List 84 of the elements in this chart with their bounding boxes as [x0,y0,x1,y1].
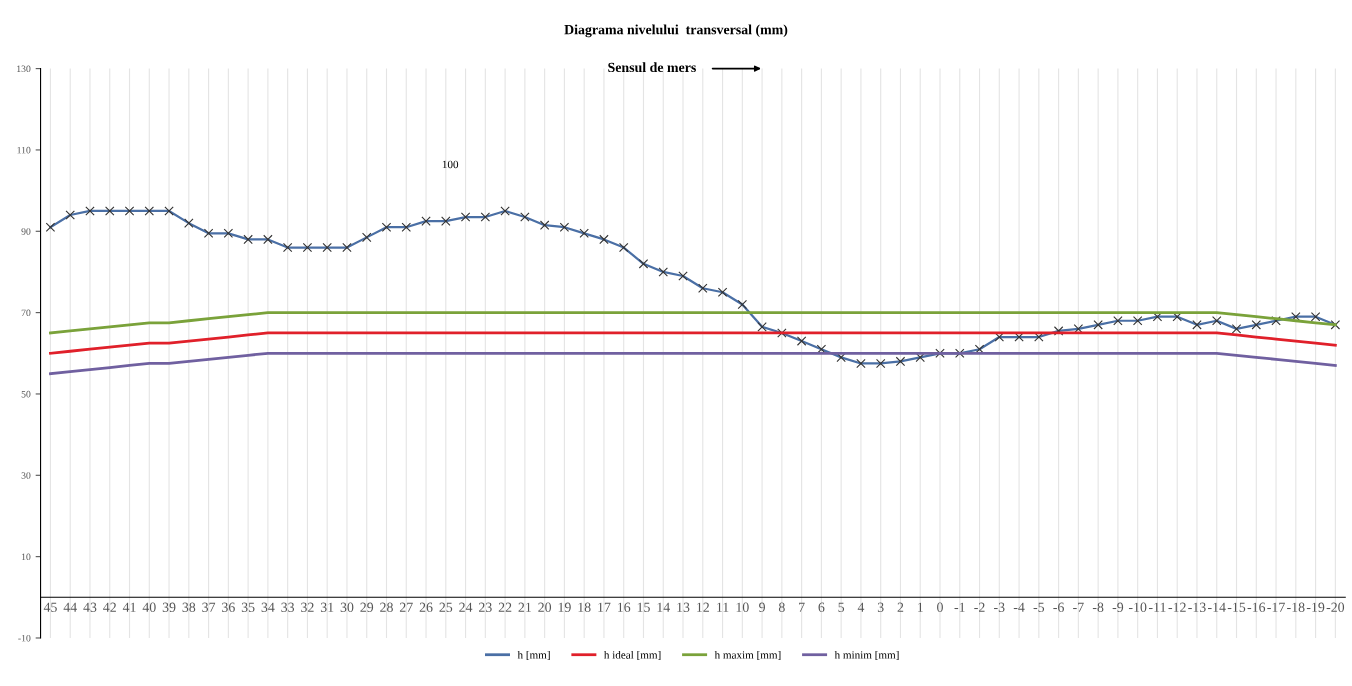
x-tick-label: 37 [202,602,216,612]
y-tick-label: 70 [21,309,31,317]
x-tick-label: -14 [1208,602,1226,612]
x-tick-label: 28 [380,602,393,612]
x-tick-label: 44 [63,602,77,612]
x-tick-label: -19 [1306,602,1325,612]
y-tick-label: 90 [21,228,31,235]
y-tick-label: 30 [21,472,31,479]
x-tick-label: 12 [697,602,709,612]
legend-label: h ideal [mm] [603,650,661,661]
x-tick-label: 16 [617,602,631,612]
x-tick-label: 8 [778,602,785,612]
x-tick-label: 34 [261,602,275,612]
line-series [49,311,1337,335]
x-tick-label: 33 [281,602,295,612]
legend-label: h [mm] [517,650,550,661]
x-tick-label: -1 [954,602,965,612]
x-tick-label: 0 [937,602,943,612]
x-tick-label: 9 [759,602,765,612]
x-tick-label: -15 [1227,602,1246,612]
x-tick-label: 31 [320,602,334,612]
x-tick-label: 22 [498,602,512,612]
x-tick-label: -5 [1033,602,1045,612]
line-series [49,331,1337,355]
x-tick-label: 3 [877,602,884,612]
x-tick-label: -4 [1013,602,1025,612]
x-tick-label: 17 [598,602,611,612]
x-tick-label: -9 [1112,602,1124,612]
y-tick-label: 110 [17,146,31,154]
x-tick-label: 24 [459,602,473,612]
x-tick-label: -7 [1073,602,1084,612]
annotation: 100 [442,160,459,169]
x-tick-label: 13 [677,602,690,612]
x-tick-label: 19 [558,602,571,612]
x-tick-label: -20 [1326,602,1345,612]
y-tick-label: 130 [17,65,31,73]
x-tick-label: 11 [717,602,729,612]
x-tick-label: 18 [578,602,591,612]
x-tick-label: 45 [43,602,57,612]
x-tick-label: -17 [1267,602,1285,612]
x-tick-label: 5 [838,602,845,612]
x-tick-label: -18 [1287,602,1305,612]
x-tick-label: 23 [479,602,492,612]
x-tick-label: 38 [182,602,196,612]
x-tick-label: 30 [340,602,354,612]
x-tick-label: 14 [657,602,670,612]
x-tick-label: -6 [1053,602,1064,612]
x-tick-label: 25 [439,602,453,612]
x-tick-label: 43 [83,602,97,612]
x-tick-label: -8 [1092,602,1104,612]
line-series [49,351,1337,376]
x-tick-label: 42 [103,602,116,612]
x-tick-label: 20 [538,602,552,612]
chart-title: Diagrama nivelului transversal (mm) [564,24,788,38]
x-tick-label: -13 [1188,602,1206,612]
x-tick-label: 35 [241,602,255,612]
x-tick-label: 7 [799,602,805,612]
legend-label: h maxim [mm] [714,650,781,661]
x-tick-label: 15 [637,602,650,612]
x-tick-label: 21 [518,602,531,612]
x-tick-label: 4 [857,602,865,612]
x-tick-label: 41 [122,602,136,612]
legend-label: h minim [mm] [834,650,899,661]
x-tick-label: -10 [1128,602,1147,612]
y-tick-label: 50 [21,390,31,398]
x-tick-label: 6 [818,602,825,612]
x-tick-label: 26 [419,602,433,612]
x-tick-label: -2 [974,602,985,612]
x-tick-label: 29 [360,602,374,612]
x-tick-label: 40 [142,602,156,612]
y-tick-label: 10 [21,553,31,561]
y-tick-label: -10 [18,634,31,642]
x-tick-label: 2 [897,602,904,612]
chart-subtitle: Sensul de mers [608,62,696,73]
x-tick-label: 36 [222,602,235,612]
x-tick-label: 32 [301,602,314,612]
x-tick-label: -11 [1148,602,1166,612]
x-tick-label: 10 [736,602,749,612]
x-tick-label: 1 [917,602,923,612]
x-tick-label: -12 [1168,602,1186,612]
x-tick-label: 27 [399,602,413,612]
x-tick-label: 39 [162,602,176,612]
x-tick-label: -3 [994,602,1005,612]
x-tick-label: -16 [1247,602,1266,612]
